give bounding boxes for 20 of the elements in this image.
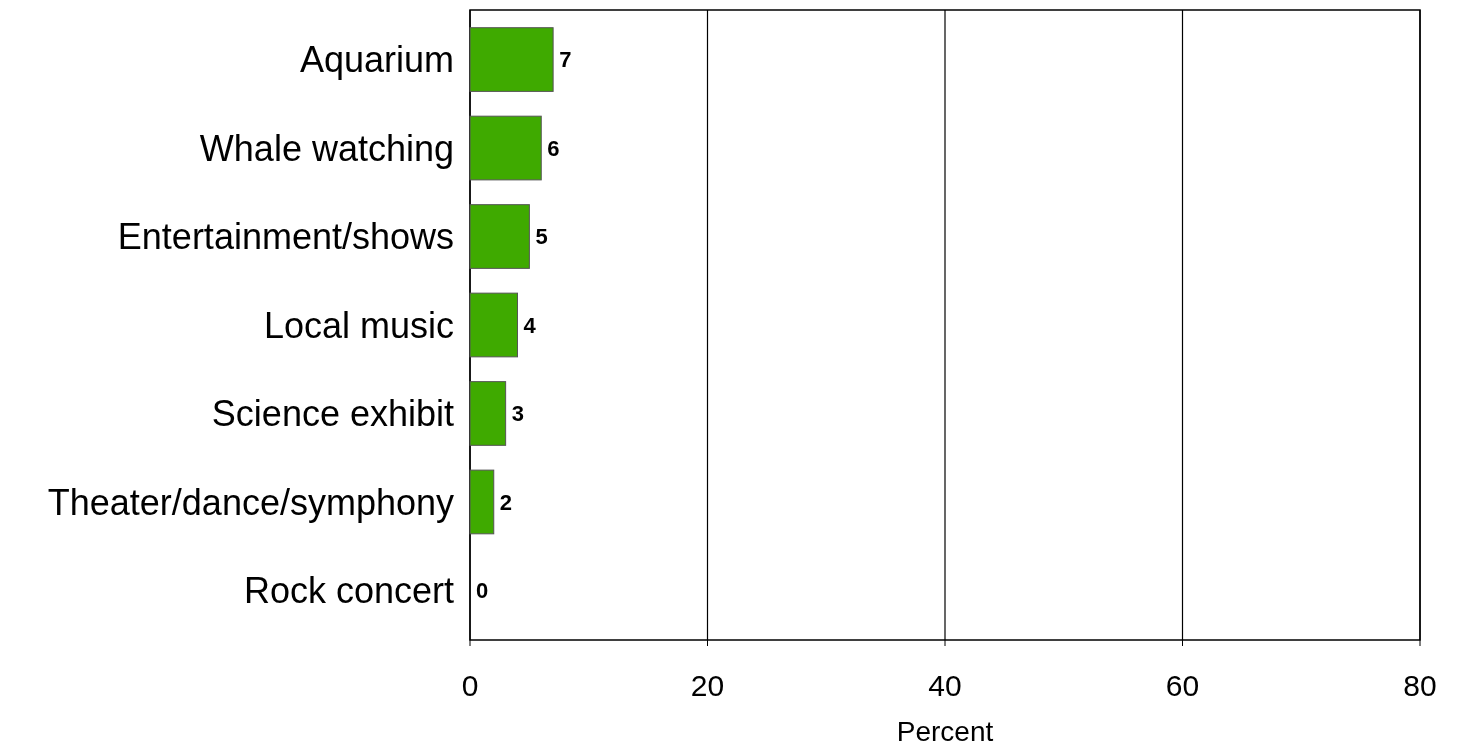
- data-label: 7: [559, 47, 572, 73]
- data-label: 6: [547, 135, 560, 161]
- data-label: 3: [511, 401, 524, 427]
- x-tick-label: 20: [690, 669, 725, 702]
- y-tick-label: Aquarium: [299, 39, 454, 81]
- y-tick-label: Entertainment/shows: [117, 216, 454, 258]
- y-tick-label: Science exhibit: [211, 393, 454, 435]
- y-tick-label: Local music: [263, 304, 454, 346]
- x-axis-title: Percent: [896, 716, 994, 747]
- data-label: 5: [535, 224, 548, 250]
- data-label: 4: [523, 312, 537, 338]
- x-tick-label: 80: [1403, 669, 1437, 702]
- x-tick-label: 0: [461, 669, 479, 702]
- y-tick-label: Whale watching: [199, 127, 454, 169]
- data-label: 0: [476, 578, 489, 604]
- x-tick-label: 60: [1165, 669, 1200, 702]
- data-label: 2: [499, 489, 512, 515]
- y-tick-label: Rock concert: [243, 570, 454, 612]
- x-tick-label: 40: [928, 669, 962, 702]
- y-tick-label: Theater/dance/symphony: [47, 481, 454, 523]
